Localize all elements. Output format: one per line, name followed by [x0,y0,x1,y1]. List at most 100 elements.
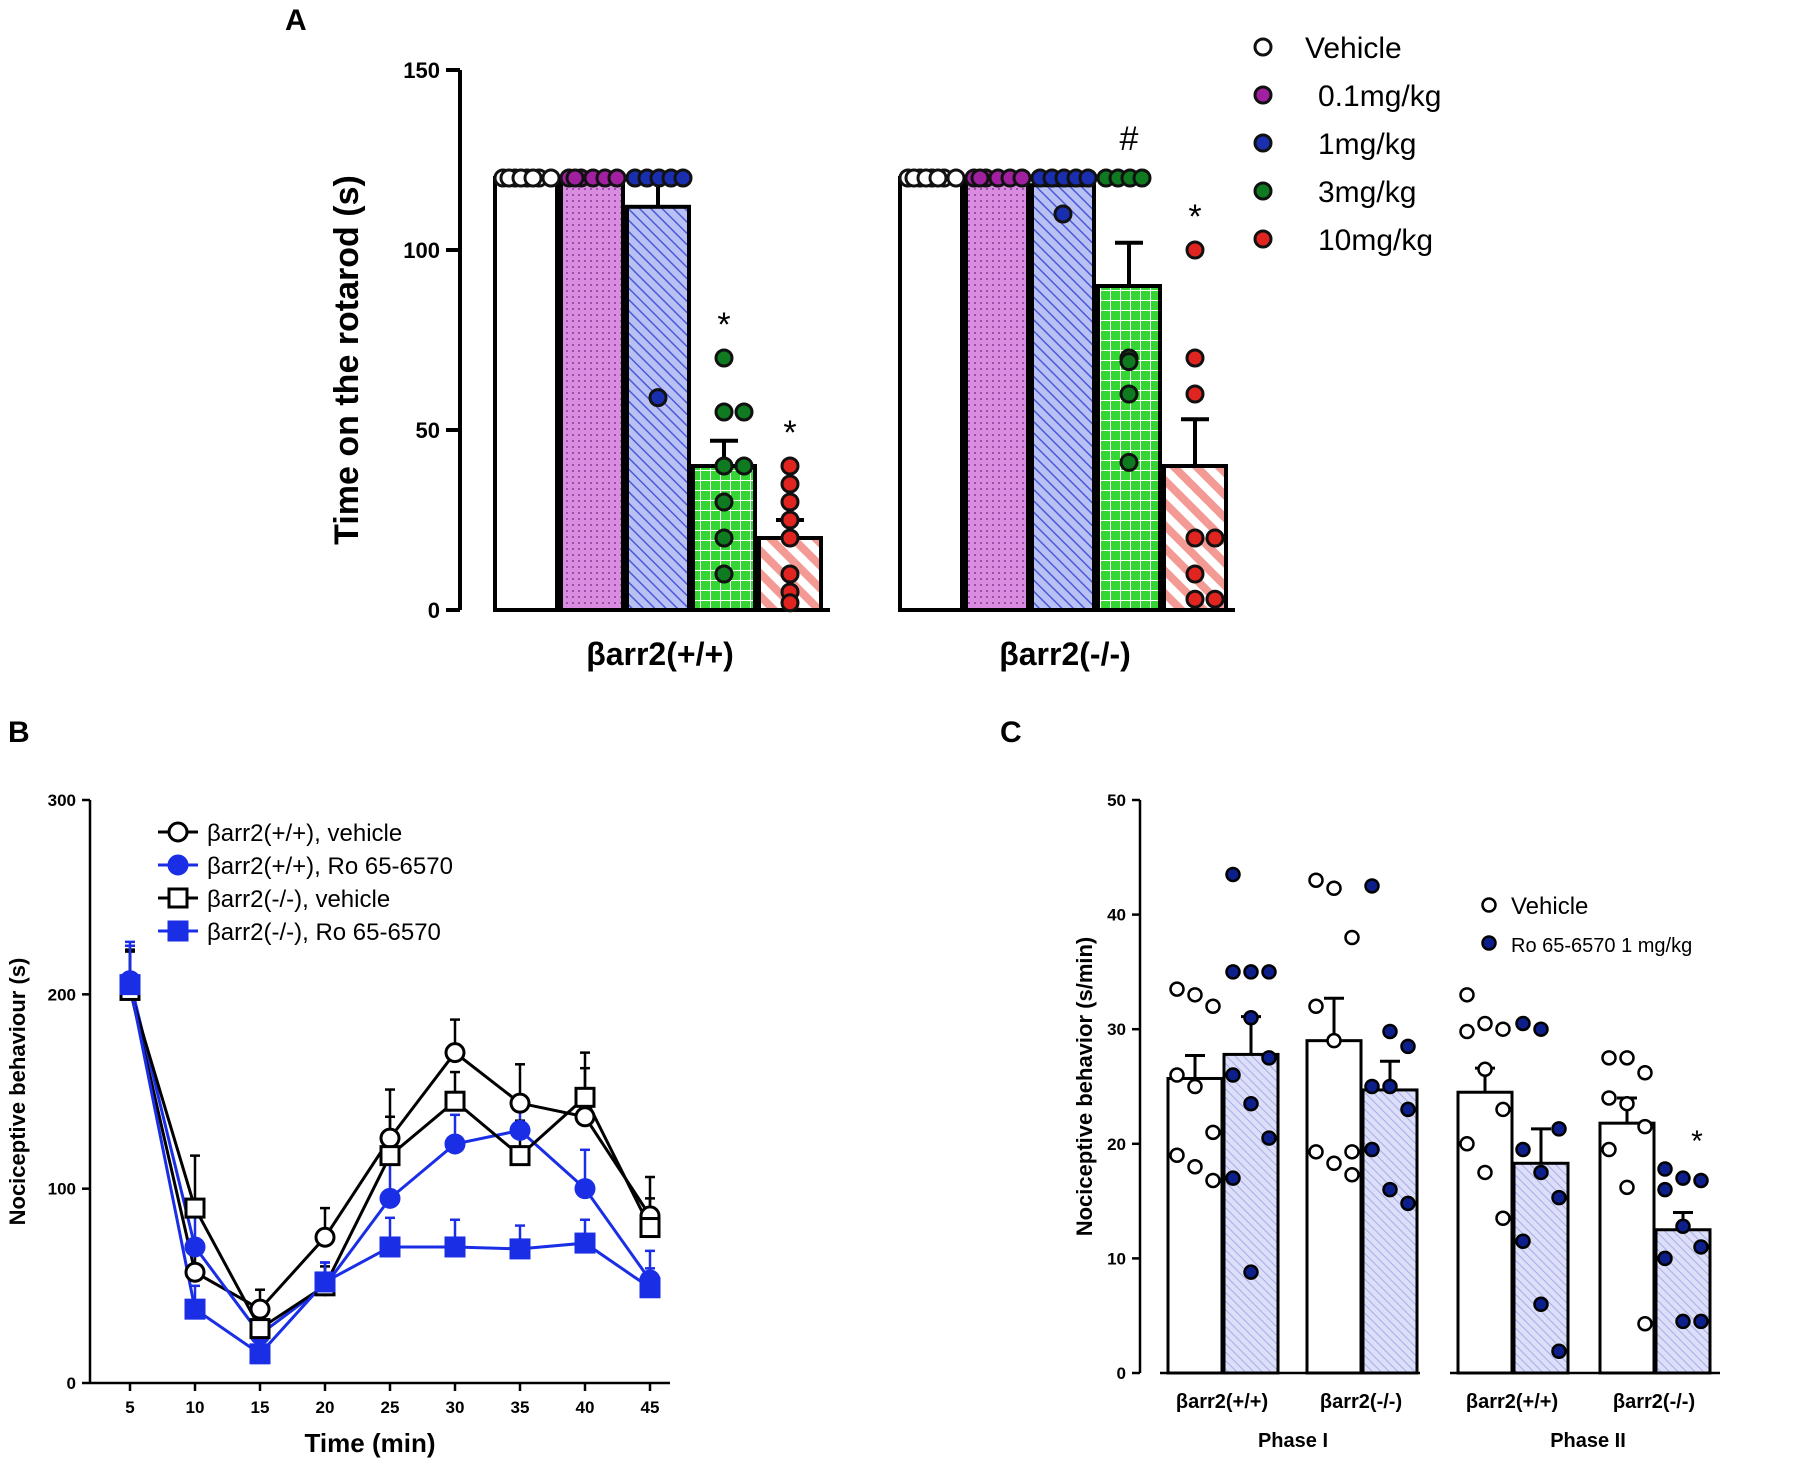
data-point [1382,1181,1398,1198]
legend-label: 10mg/kg [1318,224,1433,257]
data-point [119,974,141,996]
y-tick-label: 100 [48,1180,76,1199]
data-point [1225,964,1241,980]
data-point [1459,1023,1475,1040]
legend-label: 0.1mg/kg [1318,80,1441,113]
data-point [1344,1166,1360,1183]
data-point [1657,1181,1673,1198]
x-tick-label: 30 [446,1398,465,1417]
data-point [379,1187,401,1209]
data-point [1675,1313,1691,1330]
data-point [379,1145,401,1167]
data-point [1533,1021,1549,1037]
data-point [780,564,800,584]
category-label: βarr2(-/-) [1320,1391,1402,1413]
legend-label: βarr2(-/-), vehicle [207,886,390,913]
panel-label-b: B [8,716,30,749]
data-point [1495,1210,1511,1227]
data-point [1261,1050,1277,1066]
data-point [1187,1158,1203,1175]
data-point [1515,1015,1531,1032]
data-point [1243,964,1259,980]
data-point [1551,1343,1567,1359]
data-point [1675,1170,1691,1186]
data-point [607,168,627,188]
data-point [734,402,754,422]
bar [1166,1076,1224,1375]
data-point [1243,1009,1259,1026]
data-point [379,1236,401,1258]
data-point [1400,1195,1416,1212]
data-point [184,1261,206,1283]
x-tick-label: 15 [251,1398,270,1417]
data-point [639,1277,661,1299]
data-point [1243,1095,1259,1112]
data-point [249,1343,271,1365]
data-point [1185,589,1205,609]
data-point [1169,981,1185,997]
x-tick-label: 20 [316,1398,335,1417]
data-point [574,1178,596,1200]
x-tick-label: 5 [125,1398,134,1417]
bar [1598,1121,1656,1375]
data-point [1308,998,1324,1015]
data-point [1225,1067,1241,1083]
data-point [1551,1189,1567,1206]
data-point [1205,589,1225,609]
data-point [1515,1141,1531,1158]
legend-label: 1mg/kg [1318,128,1416,161]
data-point [444,1090,466,1112]
data-point [1693,1313,1709,1330]
significance-marker: * [783,414,796,452]
data-point [1187,987,1203,1003]
legend-label: βarr2(+/+), Ro 65-6570 [207,853,453,880]
data-point [249,1318,271,1340]
data-point [1693,1239,1709,1255]
legend-marker [1253,133,1273,153]
data-point [444,1133,466,1155]
bar [1305,1039,1363,1375]
y-tick-label: 10 [1107,1249,1126,1268]
legend-marker [167,854,189,876]
data-point [379,1127,401,1149]
data-point [184,1298,206,1320]
data-point [509,1092,531,1114]
data-point [1533,1164,1549,1181]
data-point [574,1086,596,1108]
legend-label: Ro 65-6570 1 mg/kg [1511,935,1692,957]
data-point [184,1197,206,1219]
y-tick-label: 50 [1107,791,1126,810]
category-label: βarr2(+/+) [1466,1391,1558,1413]
data-point [1619,1095,1635,1112]
data-point [648,388,668,408]
data-point [1185,528,1205,548]
data-point [1308,872,1324,888]
data-point [1119,352,1139,372]
data-point [928,168,948,188]
data-point [1205,528,1225,548]
legend-label: βarr2(-/-), Ro 65-6570 [207,919,441,946]
data-point [1225,866,1241,883]
data-point [1515,1233,1531,1249]
data-point [574,1232,596,1254]
legend-marker [1253,229,1273,249]
significance-marker: * [1188,198,1201,236]
data-point [1675,1218,1691,1235]
data-point [1477,1061,1493,1078]
data-point [314,1226,336,1248]
data-point [1132,168,1152,188]
data-point [1637,1064,1653,1081]
data-point [1657,1250,1673,1267]
data-point [1119,452,1139,472]
legend-label: Vehicle [1305,32,1402,65]
x-tick-label: 35 [511,1398,530,1417]
data-point [444,1236,466,1258]
data-point [1308,1144,1324,1160]
data-point [1364,1078,1380,1095]
data-point [1601,1141,1617,1158]
data-point [1078,168,1098,188]
y-tick-label: 150 [403,58,440,83]
y-axis-title: Time on the rotarod (s) [328,175,366,545]
data-point [780,456,800,476]
